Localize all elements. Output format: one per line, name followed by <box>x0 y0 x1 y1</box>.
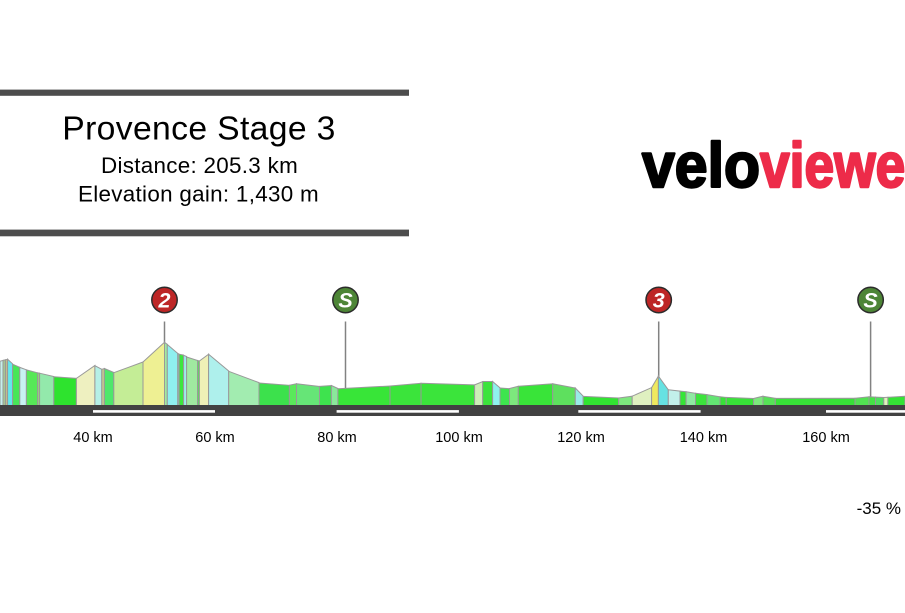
svg-text:Distance: 205.3 km: Distance: 205.3 km <box>101 153 298 178</box>
svg-text:S: S <box>338 289 353 313</box>
svg-text:80 km: 80 km <box>317 430 357 446</box>
svg-text:3: 3 <box>653 289 665 313</box>
svg-text:S: S <box>863 289 878 313</box>
svg-text:160 km: 160 km <box>802 430 850 446</box>
svg-text:60 km: 60 km <box>195 430 235 446</box>
svg-text:140 km: 140 km <box>680 430 728 446</box>
svg-text:120 km: 120 km <box>557 430 605 446</box>
svg-text:100 km: 100 km <box>435 430 483 446</box>
svg-text:40 km: 40 km <box>73 430 113 446</box>
svg-text:velo: velo <box>642 131 760 201</box>
svg-text:Provence Stage 3: Provence Stage 3 <box>62 109 335 147</box>
svg-text:viewer: viewer <box>760 131 905 201</box>
svg-text:Elevation gain: 1,430 m: Elevation gain: 1,430 m <box>78 182 319 207</box>
svg-text:2: 2 <box>158 289 171 313</box>
svg-text:-35 %: -35 % <box>857 499 901 518</box>
